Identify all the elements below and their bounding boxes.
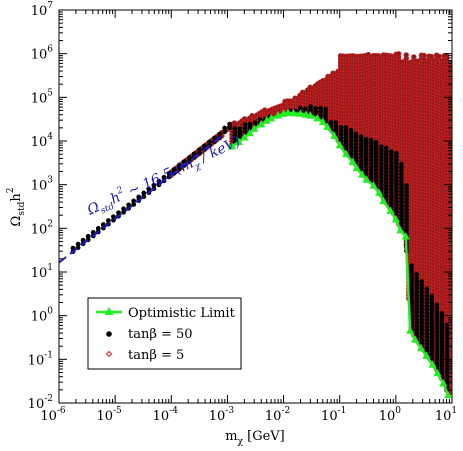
legend: Optimistic Limit tanβ = 50 tanβ = 5 — [87, 297, 242, 370]
tanb50-point — [207, 139, 212, 145]
tanb50-point — [399, 161, 404, 167]
tanb50-point — [303, 106, 308, 112]
tanb50-point — [338, 125, 344, 130]
tanb5-point — [436, 53, 442, 59]
tanb5-point — [395, 51, 402, 57]
tanb50-point — [75, 241, 81, 247]
legend-label-tanb50: tanβ = 50 — [128, 327, 193, 342]
tanb50-point — [222, 125, 228, 131]
tanb50-point — [404, 183, 409, 188]
tanb50-point — [388, 149, 394, 155]
tanb50-point — [106, 218, 111, 223]
tanb50-point — [85, 233, 91, 239]
tanb50-point — [237, 126, 243, 132]
tanb50-point — [419, 279, 425, 285]
tanb50-point — [363, 136, 369, 142]
tanb50-point — [232, 126, 238, 132]
tanb50-point — [439, 311, 445, 316]
tanb50-point — [313, 106, 318, 112]
tanb50-point — [409, 263, 414, 269]
tanb50-point — [424, 286, 430, 292]
tanb50-point — [378, 144, 384, 150]
tanb50-point — [247, 121, 253, 127]
tanb5-point — [421, 52, 427, 59]
tanb50-point — [328, 119, 334, 125]
tanb50-point — [227, 121, 233, 127]
tanb50-point — [323, 106, 329, 112]
tanb50-point — [242, 122, 248, 128]
tanb50-point — [394, 150, 399, 156]
tanb50-point — [95, 226, 101, 231]
tanb50-point — [353, 131, 359, 137]
tanb50-point — [333, 120, 339, 126]
tanb50-point — [414, 272, 420, 277]
tanb50-point — [434, 302, 440, 308]
tanb50-point — [343, 125, 349, 130]
tanb50-point — [358, 134, 364, 140]
legend-label-optimistic: Optimistic Limit — [128, 306, 236, 321]
tanb50-point — [318, 105, 324, 111]
tanb50-point — [252, 120, 258, 126]
legend-label-tanb5: tanβ = 5 — [128, 348, 184, 363]
tanb50-point — [308, 104, 313, 110]
legend-circle-icon — [106, 331, 112, 337]
tanb50-point — [373, 139, 379, 145]
tanb50-point — [368, 137, 374, 143]
tanb50-point — [429, 293, 435, 299]
tanb5-point — [403, 52, 409, 58]
tanb50-point — [383, 145, 389, 151]
tanb50-point — [217, 131, 222, 137]
tanb50-point — [348, 127, 354, 133]
